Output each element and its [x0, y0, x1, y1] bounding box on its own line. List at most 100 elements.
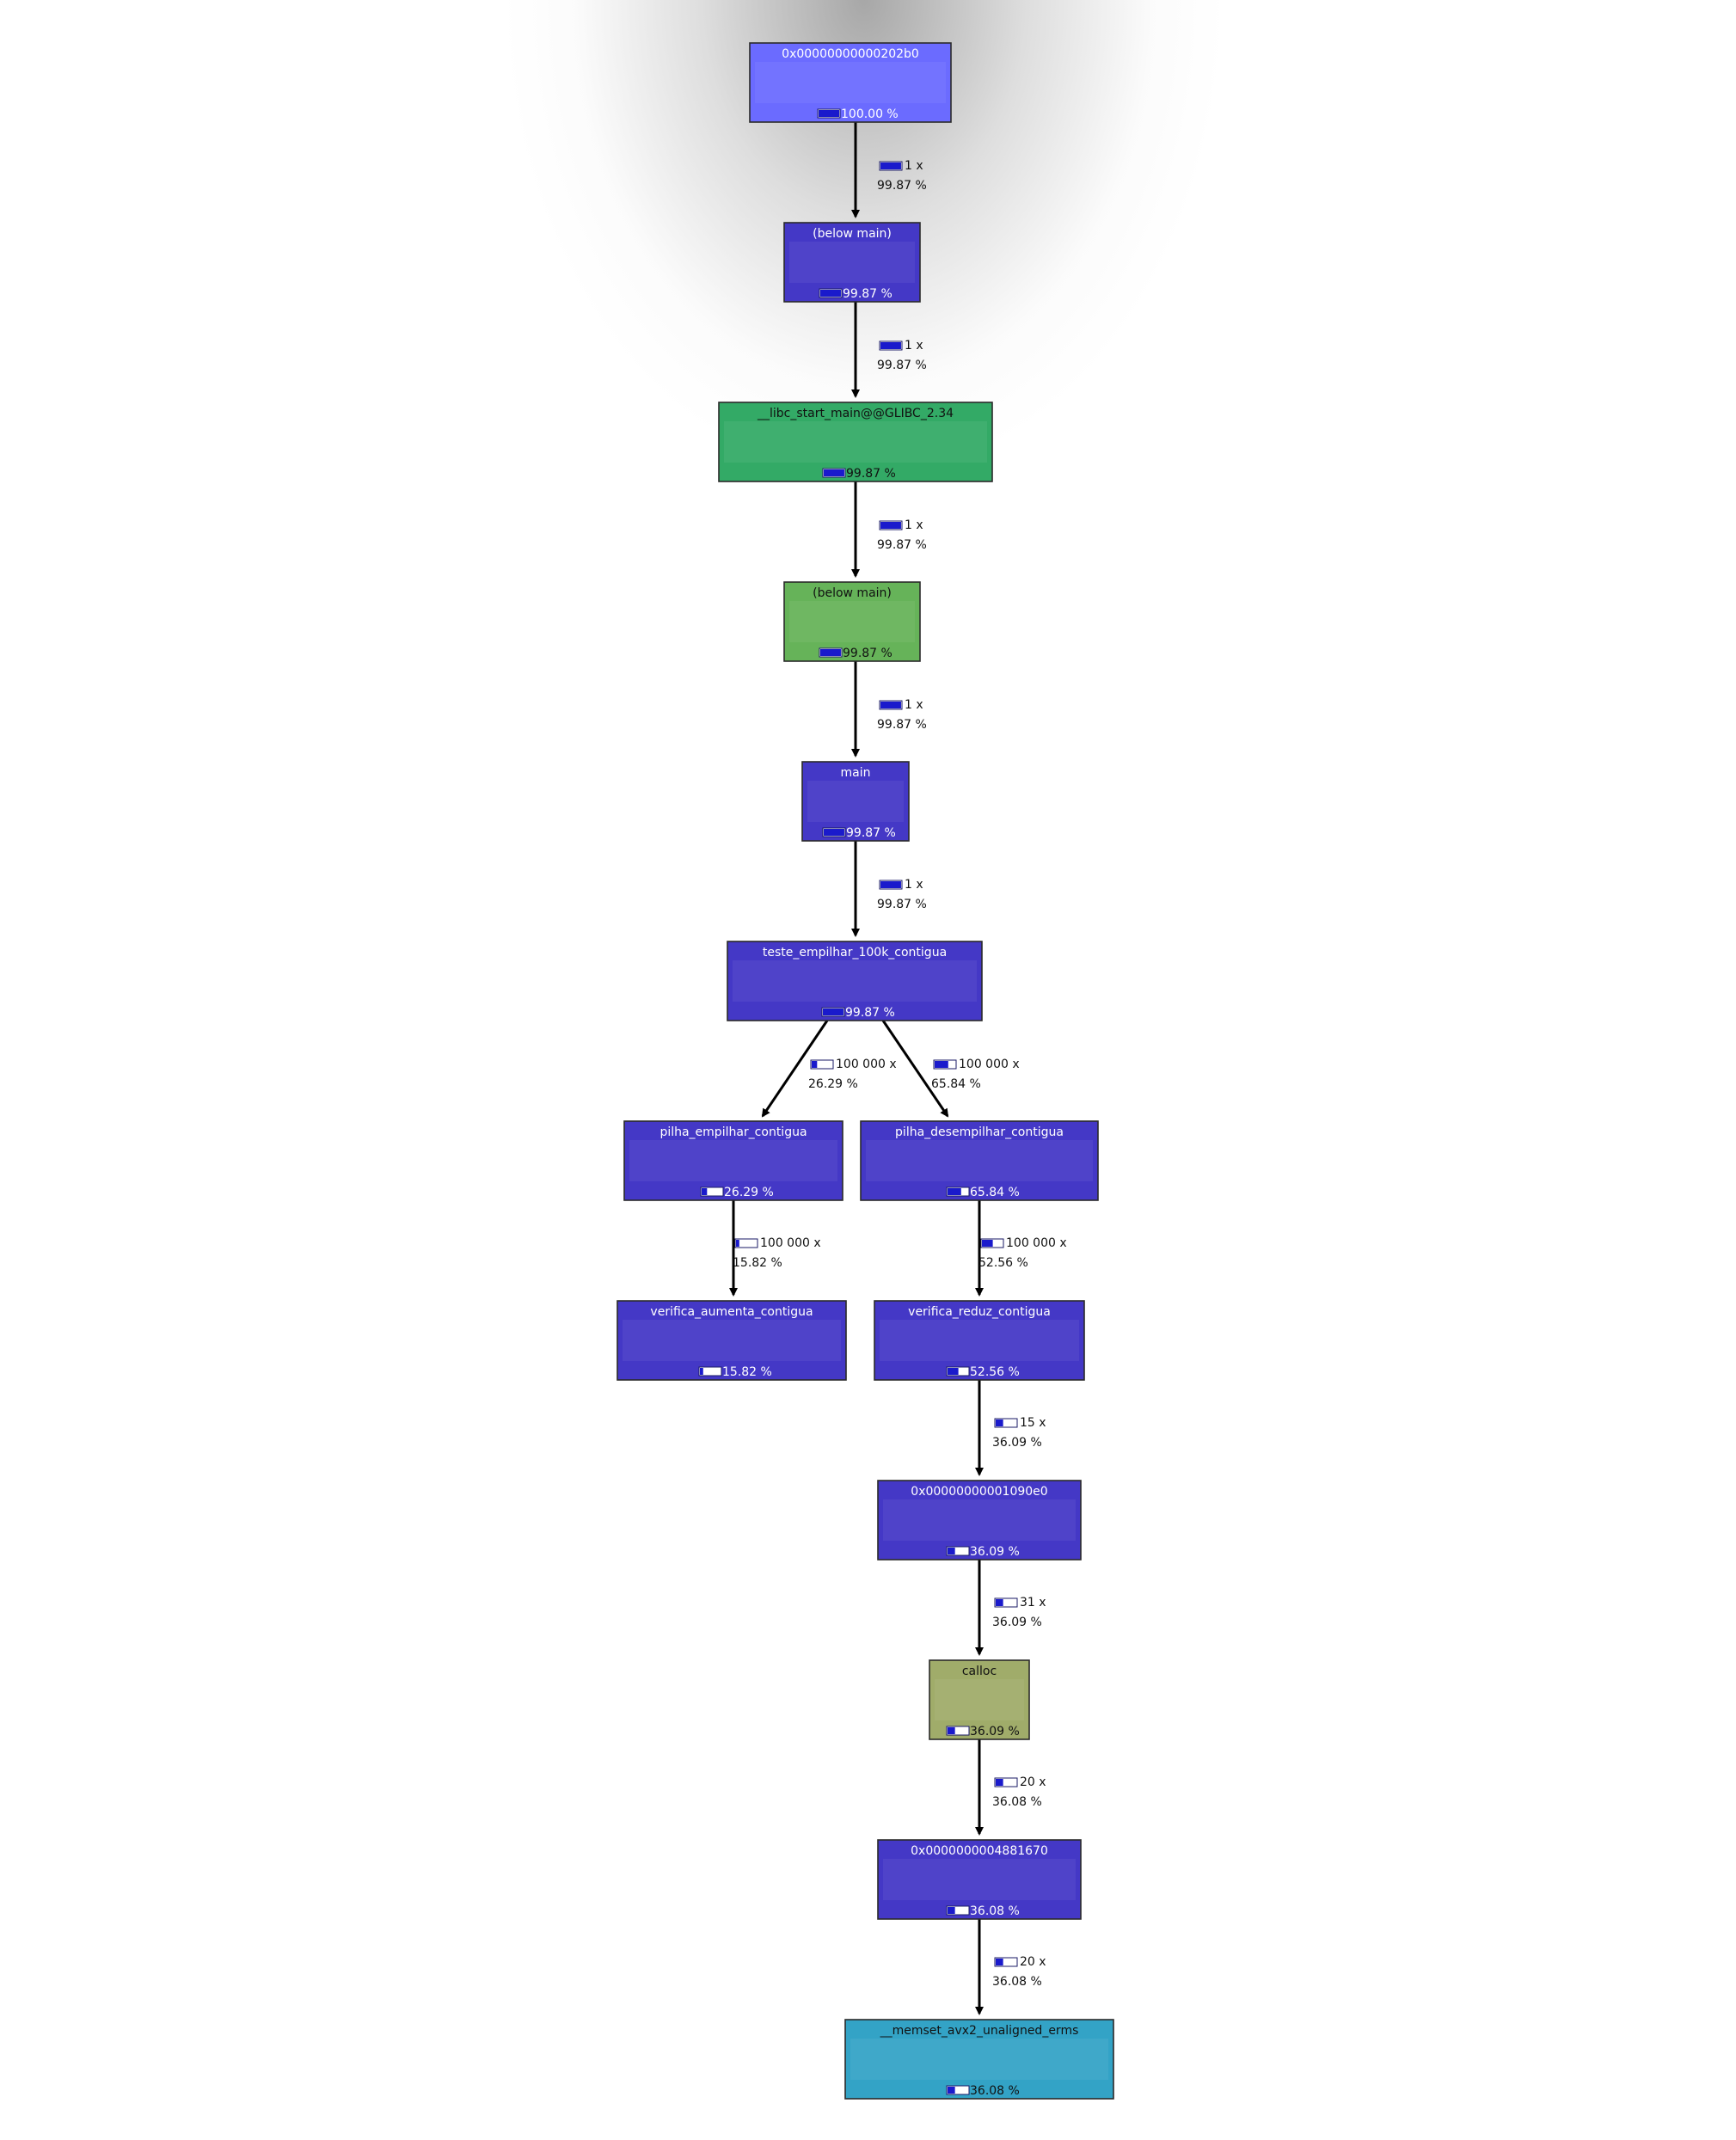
edge-cost-percent: 36.08 %	[992, 1975, 1042, 1989]
node-inner-shade	[866, 1140, 1093, 1181]
edge-cost-percent: 65.84 %	[931, 1077, 981, 1091]
edge-call-count: 1 x	[905, 518, 923, 532]
edge-call-count: 1 x	[905, 339, 923, 353]
edge-cost-percent: 99.87 %	[877, 359, 927, 372]
function-node[interactable]: 0x00000000000202b0 100.00 %	[750, 43, 951, 122]
function-node[interactable]: __libc_start_main@@GLIBC_2.34 99.87 %	[719, 402, 992, 481]
call-edge[interactable]: 100 000 x 26.29 %	[763, 1021, 897, 1116]
edge-cost-bar	[880, 521, 902, 530]
node-label: pilha_empilhar_contigua	[659, 1125, 807, 1139]
node-cost-percent: 52.56 %	[970, 1365, 1020, 1379]
call-edge[interactable]: 100 000 x 65.84 %	[883, 1021, 1020, 1116]
function-node[interactable]: __memset_avx2_unaligned_erms 36.08 %	[845, 2020, 1113, 2099]
node-cost-bar	[947, 1726, 969, 1735]
function-node[interactable]: verifica_aumenta_contigua 15.82 %	[617, 1301, 846, 1380]
call-edge[interactable]: 31 x 36.09 %	[979, 1560, 1046, 1654]
node-inner-shade	[850, 2039, 1108, 2080]
node-cost-percent: 65.84 %	[970, 1186, 1020, 1199]
function-node[interactable]: 0x0000000004881670 36.08 %	[878, 1840, 1081, 1919]
edge-cost-bar	[880, 162, 902, 170]
function-node[interactable]: 0x00000000001090e0 36.09 %	[878, 1481, 1081, 1560]
node-cost-bar	[823, 828, 845, 837]
edge-cost-bar	[995, 1958, 1017, 1966]
node-inner-shade	[623, 1320, 841, 1361]
edge-cost-percent: 36.08 %	[992, 1795, 1042, 1809]
call-edge[interactable]: 20 x 36.08 %	[979, 1919, 1046, 2014]
function-node[interactable]: (below main) 99.87 %	[784, 582, 920, 661]
node-cost-percent: 99.87 %	[846, 826, 896, 840]
node-cost-percent: 26.29 %	[724, 1186, 774, 1199]
edge-cost-bar	[880, 880, 902, 889]
edge-call-count: 31 x	[1020, 1596, 1046, 1610]
edge-cost-percent: 99.87 %	[877, 538, 927, 552]
edge-call-count: 20 x	[1020, 1955, 1046, 1969]
edge-call-count: 15 x	[1020, 1416, 1046, 1430]
edge-cost-percent: 52.56 %	[978, 1256, 1028, 1270]
call-edge[interactable]: 100 000 x 15.82 %	[733, 1200, 821, 1295]
function-node[interactable]: pilha_desempilhar_contigua 65.84 %	[861, 1121, 1098, 1200]
edge-cost-percent: 99.87 %	[877, 179, 927, 193]
call-edge[interactable]: 1 x 99.87 %	[856, 841, 927, 935]
node-label: verifica_aumenta_contigua	[650, 1305, 813, 1319]
node-inner-shade	[935, 1679, 1024, 1720]
edge-cost-bar	[995, 1598, 1017, 1607]
call-edge[interactable]: 1 x 99.87 %	[856, 661, 927, 756]
node-label: pilha_desempilhar_contigua	[895, 1125, 1064, 1139]
edge-cost-bar	[995, 1419, 1017, 1427]
node-inner-shade	[755, 62, 946, 103]
function-node[interactable]: pilha_empilhar_contigua 26.29 %	[624, 1121, 843, 1200]
node-label: calloc	[962, 1665, 997, 1678]
edge-call-count: 100 000 x	[959, 1058, 1020, 1071]
node-cost-bar	[699, 1367, 721, 1376]
node-label: 0x0000000004881670	[911, 1844, 1048, 1858]
edge-cost-percent: 36.09 %	[992, 1436, 1042, 1450]
edge-cost-percent: 36.09 %	[992, 1616, 1042, 1629]
node-cost-bar	[947, 1547, 969, 1555]
node-cost-percent: 99.87 %	[846, 467, 896, 481]
call-edge[interactable]: 15 x 36.09 %	[979, 1380, 1046, 1475]
node-cost-percent: 36.09 %	[970, 1545, 1020, 1559]
edge-cost-bar	[880, 341, 902, 350]
edge-call-count: 1 x	[905, 159, 923, 173]
edge-cost-bar	[735, 1239, 758, 1248]
node-cost-bar	[947, 1187, 969, 1196]
function-node[interactable]: teste_empilhar_100k_contigua 99.87 %	[727, 941, 982, 1021]
node-inner-shade	[789, 242, 915, 283]
call-edge[interactable]: 100 000 x 52.56 %	[978, 1200, 1067, 1295]
edge-cost-bar	[934, 1060, 956, 1069]
node-cost-bar	[819, 648, 842, 657]
node-cost-percent: 99.87 %	[843, 647, 893, 660]
node-inner-shade	[724, 421, 987, 463]
node-inner-shade	[883, 1499, 1076, 1541]
call-edge[interactable]: 1 x 99.87 %	[856, 481, 927, 576]
node-inner-shade	[733, 960, 977, 1002]
edge-cost-percent: 99.87 %	[877, 898, 927, 911]
edge-cost-percent: 99.87 %	[877, 718, 927, 732]
node-inner-shade	[880, 1320, 1079, 1361]
node-cost-bar	[701, 1187, 723, 1196]
function-node[interactable]: main 99.87 %	[802, 762, 909, 841]
node-inner-shade	[807, 781, 904, 822]
node-cost-percent: 36.08 %	[970, 1904, 1020, 1918]
call-edge[interactable]: 1 x 99.87 %	[856, 122, 927, 217]
node-cost-percent: 36.09 %	[970, 1725, 1020, 1738]
call-edge[interactable]: 20 x 36.08 %	[979, 1739, 1046, 1834]
node-inner-shade	[629, 1140, 837, 1181]
call-edge[interactable]: 1 x 99.87 %	[856, 302, 927, 396]
node-inner-shade	[883, 1859, 1076, 1900]
edge-cost-bar	[811, 1060, 833, 1069]
node-label: 0x00000000001090e0	[911, 1485, 1047, 1499]
node-cost-bar	[822, 1008, 844, 1016]
function-node[interactable]: verifica_reduz_contigua 52.56 %	[874, 1301, 1084, 1380]
node-label: __libc_start_main@@GLIBC_2.34	[757, 407, 954, 420]
function-node[interactable]: (below main) 99.87 %	[784, 223, 920, 302]
node-cost-percent: 15.82 %	[722, 1365, 772, 1379]
edge-call-count: 1 x	[905, 698, 923, 712]
node-cost-percent: 99.87 %	[845, 1006, 895, 1020]
node-cost-bar	[823, 469, 845, 477]
node-cost-bar	[818, 109, 840, 118]
edge-cost-bar	[981, 1239, 1003, 1248]
node-label: __memset_avx2_unaligned_erms	[880, 2024, 1079, 2038]
node-label: (below main)	[813, 227, 892, 241]
function-node[interactable]: calloc 36.09 %	[929, 1660, 1029, 1739]
